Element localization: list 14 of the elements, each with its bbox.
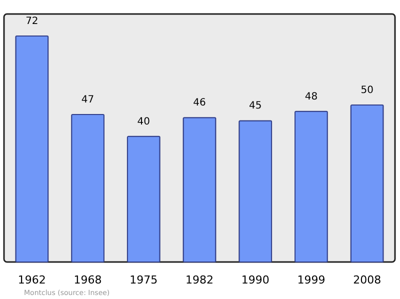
- x-tick-label: 1962: [18, 274, 46, 286]
- data-label: 50: [360, 85, 374, 96]
- data-label: 46: [193, 98, 206, 109]
- x-tick-label: 1990: [241, 274, 270, 286]
- data-label: 48: [304, 91, 318, 102]
- data-label: 45: [248, 100, 262, 112]
- x-tick-label: 2008: [353, 274, 382, 286]
- x-tick-label: 1982: [186, 274, 214, 286]
- x-tick-label: 1975: [130, 274, 158, 286]
- data-label: 47: [81, 94, 94, 106]
- x-tick-label: 1999: [297, 274, 326, 286]
- data-label: 40: [137, 116, 150, 128]
- data-label: 72: [26, 16, 38, 27]
- x-tick-label: 1968: [74, 274, 102, 286]
